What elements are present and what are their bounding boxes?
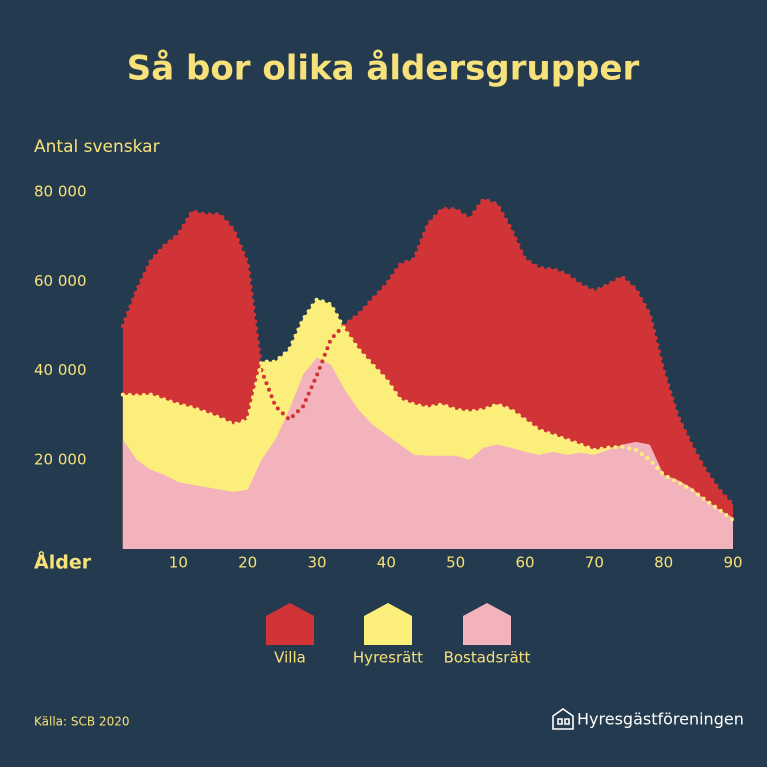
- x-tick-label: 90: [723, 554, 742, 572]
- y-axis-label: Antal svenskar: [34, 137, 160, 157]
- logo-text: Hyresgästföreningen: [577, 710, 744, 729]
- x-tick-label: 60: [515, 554, 534, 572]
- area: [122, 357, 733, 549]
- x-tick-label: 80: [654, 554, 673, 572]
- chart-title: Så bor olika åldersgrupper: [127, 49, 640, 89]
- x-tick-label: 40: [377, 554, 396, 572]
- source: Källa: SCB 2020: [34, 715, 129, 729]
- y-tick-label: 40 000: [34, 361, 87, 379]
- legend-label: Bostadsrätt: [444, 649, 531, 667]
- x-tick-label: 20: [238, 554, 257, 572]
- x-axis-label: Ålder: [34, 550, 92, 574]
- hidden-line: [120, 296, 735, 522]
- logo-icon: [552, 708, 574, 730]
- legend-label: Villa: [274, 649, 306, 667]
- legend-swatch: [364, 603, 412, 645]
- y-tick-label: 20 000: [34, 450, 87, 468]
- x-tick-label: 30: [307, 554, 326, 572]
- y-tick-label: 80 000: [34, 183, 87, 201]
- x-tick-label: 70: [585, 554, 604, 572]
- legend-swatch: [463, 603, 511, 645]
- legend-swatch: [266, 603, 314, 645]
- x-tick-label: 10: [169, 554, 188, 572]
- x-tick-label: 50: [446, 554, 465, 572]
- y-tick-label: 60 000: [34, 272, 87, 290]
- legend-label: Hyresrätt: [353, 649, 423, 667]
